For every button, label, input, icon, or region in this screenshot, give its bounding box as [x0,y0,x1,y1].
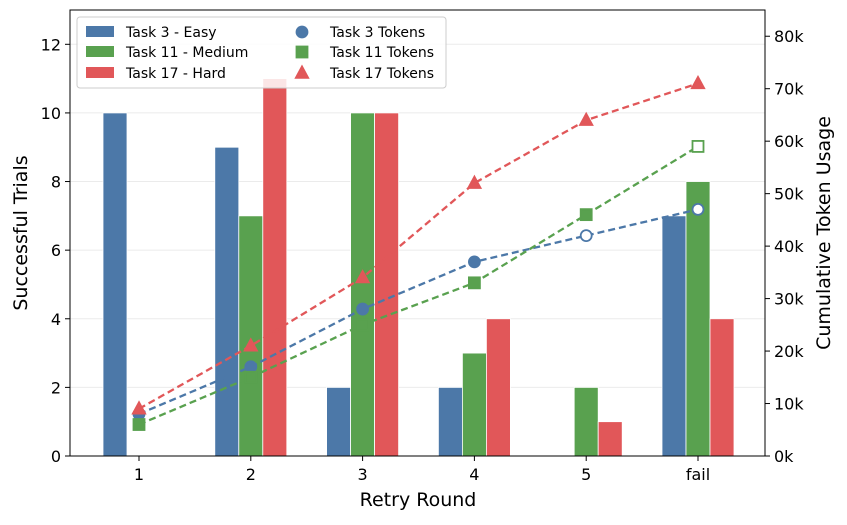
y-left-tick-label: 6 [51,241,61,260]
token-point-3-1 [131,400,147,415]
y-axis-left-label: Successful Trials [10,155,32,310]
bar-3-fail [709,318,735,457]
bar-1-fail [661,215,687,457]
token-point-1-5 [579,229,593,243]
bar-2-4 [461,352,487,457]
y-left-tick-label: 8 [51,173,61,192]
token-point-3-2 [243,337,259,352]
bar-1-1 [102,112,128,457]
grid-layer [70,43,765,388]
y-left-tick-label: 4 [51,310,61,329]
legend-label-bar-1: Task 3 - Easy [125,25,217,41]
token-point-1-3 [356,302,370,316]
legend: Task 3 - Easy Task 11 - Medium Task 17 - H… [76,16,447,89]
token-point-2-2 [244,370,258,384]
bar-2-5 [573,386,599,457]
token-point-2-5 [579,208,593,222]
line-layer [131,74,706,431]
bar-3-2 [262,78,288,457]
legend-label-line-2: Task 11 Tokens [329,45,434,61]
legend-swatch-bar-3 [86,67,114,78]
y-right-tick-label: 10k [774,395,804,414]
bar-1-4 [437,386,463,457]
y-axis-right-label: Cumulative Token Usage [813,116,835,350]
x-tick-label: 3 [358,465,368,484]
x-tick-label: 1 [134,465,144,484]
x-tick-label: 5 [581,465,591,484]
y-left-tick-label: 2 [51,378,61,397]
plot-frame [69,9,766,457]
token-line-2 [138,145,699,426]
bar-layer [102,78,735,457]
y-left-tick-label: 12 [41,35,61,54]
token-point-3-fail [690,74,706,90]
token-point-1-2 [244,360,258,374]
token-point-3-4 [466,174,483,189]
token-point-1-4 [467,255,481,269]
bar-2-2 [238,215,264,457]
x-tick-label: 4 [469,465,479,484]
legend-swatch-bar-2 [86,46,114,57]
legend-box [76,16,447,89]
legend-label-line-3: Task 17 Tokens [329,66,434,82]
y-right-tick-label: 20k [774,342,804,361]
y-right-tick-label: 70k [774,80,804,99]
x-tick-label: 2 [246,465,256,484]
y-right-tick-label: 0k [774,447,794,466]
legend-label-bar-2: Task 11 - Medium [125,45,248,61]
token-point-2-4 [467,276,481,290]
bar-1-2 [214,146,240,457]
bar-3-5 [597,421,623,457]
x-axis-label: Retry Round [360,489,477,511]
legend-marker-line-2 [295,45,309,59]
y-right-tick-label: 40k [774,237,804,256]
bar-1-3 [326,386,352,457]
y-right-tick-label: 60k [774,132,804,151]
token-point-3-3 [354,269,371,284]
token-point-1-fail [691,202,705,216]
token-line-1 [138,208,699,416]
token-point-2-fail [691,140,705,153]
token-point-2-3 [356,318,370,332]
y-right-tick-label: 30k [774,290,804,309]
y-left-tick-label: 0 [51,447,61,466]
y-right-tick-label: 80k [774,27,804,46]
y-left-tick-label: 10 [41,104,61,123]
bar-3-3 [374,112,400,457]
x-tick-label: fail [686,465,710,484]
token-point-2-1 [132,418,146,431]
bar-2-3 [350,112,376,457]
legend-label-bar-3: Task 17 - Hard [125,66,226,82]
bar-2-fail [685,181,711,457]
bar-3-4 [485,318,511,457]
legend-marker-line-1 [295,25,309,39]
legend-marker-line-3 [294,64,310,79]
token-line-3 [138,82,699,410]
y-right-tick-label: 50k [774,185,804,204]
legend-swatch-bar-1 [86,26,114,37]
legend-label-line-1: Task 3 Tokens [329,25,425,41]
token-point-3-5 [578,111,594,126]
